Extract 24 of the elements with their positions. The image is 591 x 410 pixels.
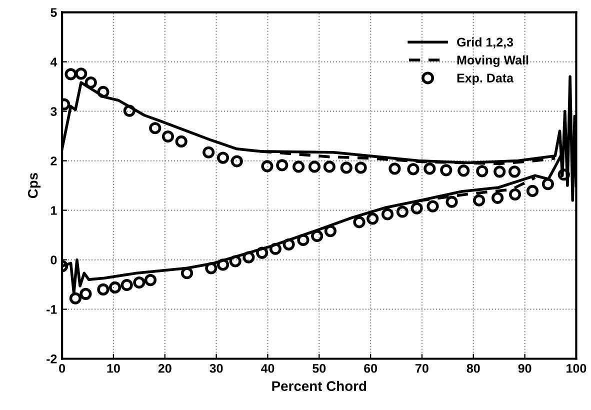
x-axis-title: Percent Chord [272,380,366,392]
y-tick-label: 1 [51,206,57,215]
y-axis-title: Cps [28,172,41,198]
x-tick-label: 0 [59,364,66,373]
legend-label: Moving Wall [457,55,528,68]
x-tick-label: 40 [260,364,274,373]
x-tick-label: 20 [158,364,172,373]
x-tick-label: 70 [416,364,428,373]
y-tick-label: 2 [50,156,57,166]
y-tick-label: 4 [50,58,58,66]
x-tick-label: 80 [466,364,480,373]
x-tick-label: 50 [312,364,326,373]
x-tick-label: 60 [364,364,377,373]
x-tick-label: 10 [107,364,120,373]
y-tick-label: 5 [50,8,57,17]
legend-label: Grid 1,2,3 [457,37,514,48]
legend-label: Exp. Data [457,74,514,85]
y-tick-label: 3 [50,107,57,116]
y-tick-label: -1 [46,305,57,314]
x-tick-label: 90 [518,364,532,373]
y-tick-label: 0 [50,256,57,264]
x-tick-label: 100 [566,364,586,373]
y-tick-label: -2 [46,354,57,364]
x-tick-label: 30 [210,364,223,373]
